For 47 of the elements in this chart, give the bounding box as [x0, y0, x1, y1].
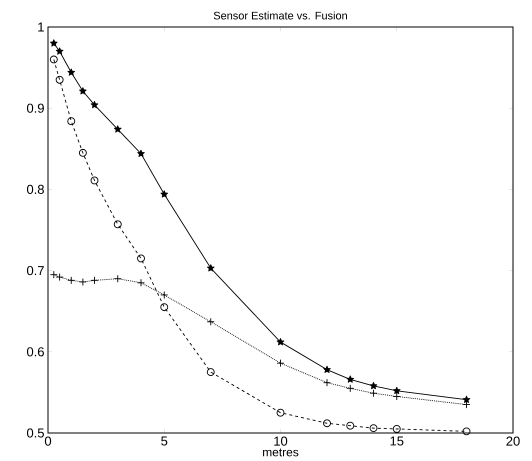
- point: [90, 101, 98, 108]
- point: [392, 386, 401, 394]
- y-tick-label: 0.8: [26, 184, 44, 194]
- point: [137, 150, 145, 157]
- point: [56, 76, 64, 84]
- point: [67, 117, 76, 126]
- point: [78, 148, 87, 157]
- x-tick-label: 20: [506, 436, 520, 446]
- point: [392, 425, 401, 433]
- point: [370, 424, 378, 432]
- point: [346, 422, 354, 430]
- point: [276, 338, 284, 346]
- point: [114, 220, 122, 228]
- point: [346, 384, 354, 392]
- point: [160, 303, 168, 312]
- point: [50, 39, 58, 47]
- y-tick-label: 0.7: [26, 266, 44, 276]
- point: [50, 56, 58, 64]
- x-axis-title: metres: [263, 448, 298, 456]
- point: [67, 68, 76, 76]
- x-tick-label: 10: [274, 436, 288, 446]
- point: [114, 125, 122, 133]
- x-tick-label: 0: [44, 436, 52, 446]
- point: [56, 47, 64, 55]
- point: [79, 87, 87, 94]
- y-tick-label: 0.6: [26, 347, 44, 356]
- x-tick-label: 15: [390, 436, 404, 446]
- point: [323, 366, 331, 373]
- point: [206, 368, 215, 376]
- point: [90, 176, 98, 184]
- point: [137, 254, 145, 262]
- chart-title: Sensor Estimate vs. Fusion: [214, 11, 347, 20]
- y-tick-label: 0.9: [26, 104, 44, 113]
- y-tick-label: 1: [38, 22, 44, 32]
- y-tick-label: 0.5: [26, 428, 44, 438]
- point: [276, 408, 284, 417]
- point: [462, 427, 470, 436]
- point: [160, 190, 168, 198]
- point: [462, 396, 470, 403]
- point: [206, 318, 215, 326]
- point: [206, 264, 215, 272]
- point: [323, 419, 331, 428]
- point: [114, 274, 122, 283]
- x-tick-label: 5: [161, 436, 168, 446]
- point: [370, 382, 378, 390]
- point: [346, 375, 354, 383]
- point: [67, 276, 76, 284]
